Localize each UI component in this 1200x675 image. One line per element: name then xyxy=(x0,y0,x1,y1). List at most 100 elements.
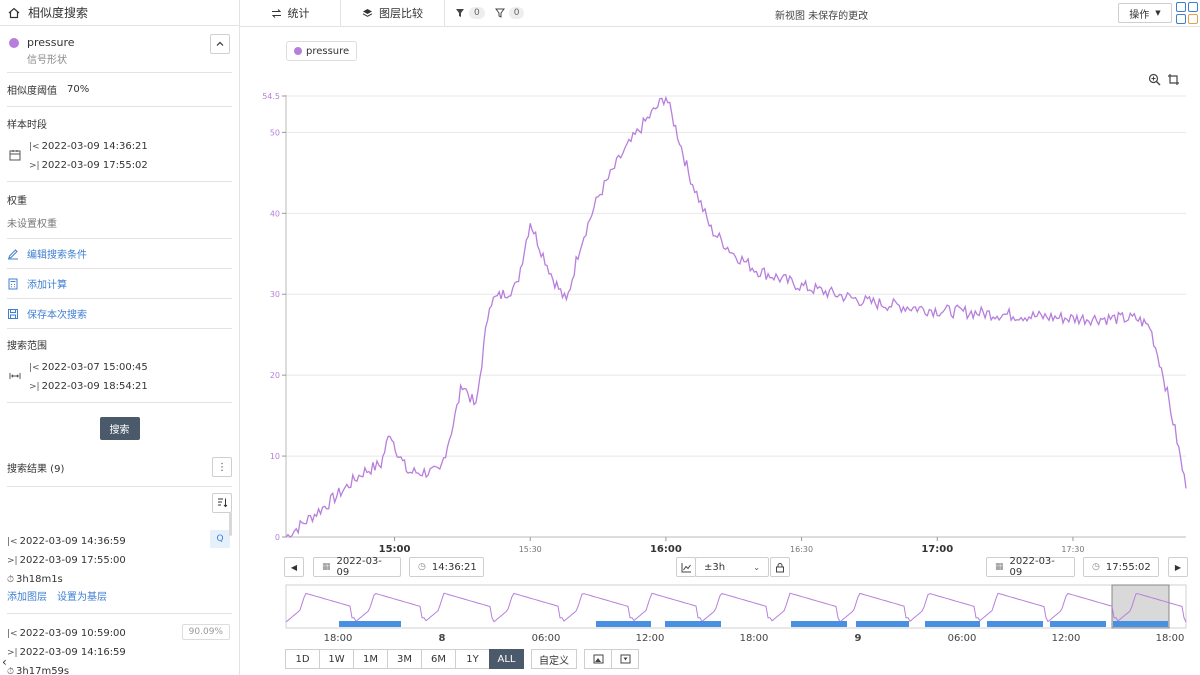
threshold-value[interactable]: 70% xyxy=(67,84,90,95)
end-date-value: 2022-03-09 xyxy=(1009,556,1055,578)
sidebar-title: 相似度搜索 xyxy=(28,6,89,20)
window-value: ±3h xyxy=(704,561,726,573)
scope-start[interactable]: |< 2022-03-07 15:00:45 xyxy=(29,358,232,377)
end-marker-icon: >| xyxy=(7,556,18,566)
results-more-button[interactable]: ⋮ xyxy=(212,457,232,477)
pressure-series-line xyxy=(285,95,1187,538)
navigator-label: 9 xyxy=(855,633,862,644)
match-bar xyxy=(1113,621,1168,627)
chevron-left-icon[interactable]: ‹ xyxy=(2,655,7,669)
series-row: pressure 信号形状 xyxy=(7,26,232,73)
tab-layer-compare[interactable]: 图层比较 xyxy=(341,0,445,27)
tab-stats[interactable]: 统计 xyxy=(240,0,341,27)
result-start-value: 2022-03-09 10:59:00 xyxy=(19,628,126,639)
x-tick-label: 17:00 xyxy=(921,544,953,555)
y-tick-label: 10 xyxy=(270,452,280,461)
collapse-button[interactable] xyxy=(210,34,230,54)
sample-end-value: 2022-03-09 17:55:02 xyxy=(41,160,148,171)
range-1m[interactable]: 1M xyxy=(353,649,388,669)
range-3m[interactable]: 3M xyxy=(387,649,422,669)
add-layer-link[interactable]: 添加图层 xyxy=(7,592,47,603)
sidebar-scrollbar[interactable] xyxy=(229,512,232,536)
y-tick-label: 30 xyxy=(270,290,280,299)
range-1w[interactable]: 1W xyxy=(319,649,354,669)
result-end: >| 2022-03-09 14:16:59 xyxy=(7,643,232,662)
x-tick-label: 15:30 xyxy=(519,545,542,554)
range-6m[interactable]: 6M xyxy=(421,649,456,669)
sample-end[interactable]: >| 2022-03-09 17:55:02 xyxy=(29,156,232,175)
range-all[interactable]: ALL xyxy=(489,649,524,669)
end-date-field[interactable]: ▦ 2022-03-09 xyxy=(986,556,1075,578)
start-time-field[interactable]: ◷ 14:36:21 xyxy=(409,557,484,577)
previous-button[interactable]: ◀ xyxy=(284,557,304,577)
legend-label: pressure xyxy=(306,45,350,57)
download-button[interactable] xyxy=(611,649,639,669)
result-start: |< 2022-03-09 14:36:59 xyxy=(7,532,232,551)
app-grid-icon[interactable] xyxy=(1176,2,1198,24)
weight-label: 权重 xyxy=(7,196,27,207)
lock-button[interactable] xyxy=(770,557,790,577)
zoom-in-icon[interactable] xyxy=(1148,73,1161,86)
result-duration: ⏱ 3h18m1s xyxy=(7,570,232,589)
sort-button[interactable] xyxy=(212,492,232,513)
chevron-down-icon: ⌄ xyxy=(753,562,760,572)
chart-type-button[interactable] xyxy=(676,557,696,577)
sidebar: 相似度搜索 pressure 信号形状 相似度阈值 70% 样本时段 |< 202… xyxy=(0,0,240,675)
legend-chip[interactable]: pressure xyxy=(286,41,358,61)
home-icon[interactable] xyxy=(8,7,20,19)
search-scope: 搜索范围 |< 2022-03-07 15:00:45 >| 2022-03-09 … xyxy=(7,329,232,403)
save-search-label: 保存本次搜索 xyxy=(27,310,87,321)
y-tick-label: 0 xyxy=(275,533,280,542)
caret-left-icon: ◀ xyxy=(290,562,298,572)
operations-dropdown[interactable]: 操作 ▼ xyxy=(1118,3,1172,23)
weight-value: 未设置权重 xyxy=(7,219,57,230)
window-select[interactable]: ±3h ⌄ xyxy=(695,557,769,577)
range-1y[interactable]: 1Y xyxy=(455,649,490,669)
operations-label: 操作 xyxy=(1129,9,1150,21)
start-date-field[interactable]: ▦ 2022-03-09 xyxy=(313,556,401,578)
edit-search-link[interactable]: 编辑搜索条件 xyxy=(7,239,232,269)
next-button[interactable]: ▶ xyxy=(1168,557,1188,577)
end-time-value: 17:55:02 xyxy=(1105,561,1151,573)
navigator-selection[interactable] xyxy=(1111,584,1170,629)
result-item[interactable]: |< 2022-03-09 14:36:59 >| 2022-03-09 17:55… xyxy=(7,518,232,614)
sample-start[interactable]: |< 2022-03-09 14:36:21 xyxy=(29,137,232,156)
add-calc-link[interactable]: 添加计算 xyxy=(7,269,232,299)
start-marker-icon: |< xyxy=(7,537,18,547)
range-buttons: 1D 1W 1M 3M 6M 1Y ALL 自定义 xyxy=(285,649,639,669)
result-item[interactable]: |< 2022-03-09 10:59:00 >| 2022-03-09 14:16… xyxy=(7,614,232,675)
start-marker-icon: |< xyxy=(29,142,40,152)
query-badge[interactable]: Q xyxy=(210,530,230,548)
start-time-value: 14:36:21 xyxy=(431,561,477,573)
filter-outline-button[interactable]: 0 xyxy=(494,7,525,19)
sample-period: 样本时段 |< 2022-03-09 14:36:21 >| 2022-03-09 … xyxy=(7,107,232,182)
sample-period-label: 样本时段 xyxy=(7,120,47,131)
y-tick-label: 50 xyxy=(270,128,280,137)
reset-zoom-icon[interactable] xyxy=(1167,73,1180,86)
scope-end[interactable]: >| 2022-03-09 18:54:21 xyxy=(29,377,232,396)
swap-icon xyxy=(271,8,281,18)
range-1d[interactable]: 1D xyxy=(285,649,320,669)
result-duration-value: 3h18m1s xyxy=(16,574,63,585)
threshold-label: 相似度阈值 xyxy=(7,86,57,97)
sidebar-header: 相似度搜索 xyxy=(0,0,239,26)
scope-start-value: 2022-03-07 15:00:45 xyxy=(41,362,148,373)
filter-count: 0 xyxy=(469,7,485,19)
result-duration: ⏱ 3h17m59s xyxy=(7,662,232,675)
export-image-button[interactable] xyxy=(584,649,612,669)
set-base-link[interactable]: 设置为基层 xyxy=(57,592,107,603)
filter-button[interactable]: 0 xyxy=(455,7,485,19)
result-end-value: 2022-03-09 17:55:00 xyxy=(19,555,126,566)
end-time-field[interactable]: ◷ 17:55:02 xyxy=(1083,557,1159,577)
start-marker-icon: |< xyxy=(29,363,40,373)
range-custom[interactable]: 自定义 xyxy=(531,649,577,669)
navigator-series-line xyxy=(285,592,1187,623)
save-search-link[interactable]: 保存本次搜索 xyxy=(7,299,232,329)
result-end-value: 2022-03-09 14:16:59 xyxy=(19,647,126,658)
chevron-up-icon xyxy=(216,41,224,46)
search-button[interactable]: 搜索 xyxy=(99,417,140,440)
end-marker-icon: >| xyxy=(29,382,40,392)
match-bar xyxy=(339,621,401,627)
image-icon xyxy=(593,654,603,664)
